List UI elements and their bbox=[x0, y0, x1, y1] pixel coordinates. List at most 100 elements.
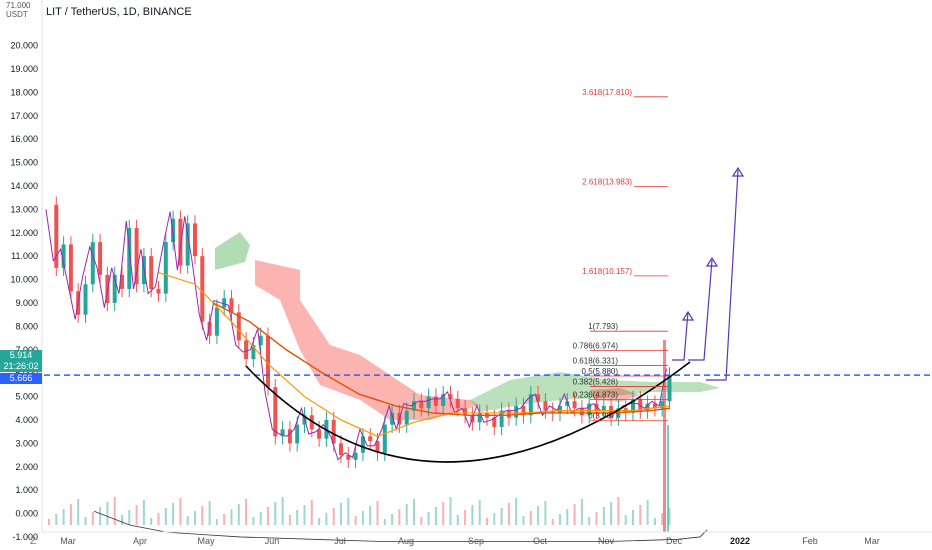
x-tick-label: May bbox=[197, 536, 215, 546]
candle-body bbox=[412, 401, 416, 411]
volume-bar bbox=[157, 513, 160, 525]
fib-level-label: 2.618(13.983) bbox=[582, 177, 632, 186]
volume-bar bbox=[325, 513, 328, 525]
volume-layer bbox=[48, 340, 708, 543]
volume-bar bbox=[595, 512, 598, 525]
y-tick-label: 13.000 bbox=[10, 204, 38, 214]
y-tick-label: 4.000 bbox=[15, 415, 38, 425]
volume-bar bbox=[566, 509, 569, 525]
chart-title: LIT / TetherUS, 1D, BINANCE bbox=[46, 6, 192, 18]
candle-body bbox=[638, 398, 643, 411]
volume-bar bbox=[529, 511, 532, 525]
y-tick-label: 10.000 bbox=[10, 275, 38, 285]
volume-bar bbox=[164, 508, 167, 525]
y-tick-label: 9.000 bbox=[15, 298, 38, 308]
ichimoku-cloud bbox=[215, 232, 720, 420]
arrow-head-icon bbox=[731, 166, 745, 177]
volume-bar bbox=[653, 518, 656, 525]
volume-bar bbox=[237, 504, 240, 525]
volume-bar bbox=[617, 497, 620, 525]
volume-bar bbox=[544, 501, 547, 525]
volume-bar bbox=[121, 515, 123, 525]
volume-bar bbox=[522, 516, 525, 525]
volume-bar bbox=[449, 497, 452, 525]
ma-price-badge: 5.666 bbox=[0, 373, 42, 384]
volume-bar bbox=[405, 504, 408, 525]
candle-body bbox=[236, 312, 241, 341]
candle-body bbox=[492, 417, 497, 427]
y-tick-label: 17.000 bbox=[10, 111, 38, 121]
candle-body bbox=[54, 204, 59, 268]
volume-bar bbox=[223, 514, 226, 525]
fib-level-label: 3.618(17.810) bbox=[582, 88, 632, 97]
fib-level-label: 0.236(4.873) bbox=[573, 391, 619, 400]
volume-bar bbox=[632, 510, 634, 525]
candle-body bbox=[295, 424, 300, 444]
volume-bar bbox=[478, 500, 481, 525]
volume-bar bbox=[267, 507, 269, 525]
ma-price-value: 5.666 bbox=[9, 373, 33, 383]
volume-bar bbox=[559, 514, 561, 525]
x-tick-label: Dec bbox=[666, 536, 683, 546]
candle-body bbox=[163, 242, 168, 294]
y-tick-label: 8.000 bbox=[15, 321, 38, 331]
candle-body bbox=[382, 424, 387, 453]
candle-body bbox=[317, 429, 322, 439]
y-tick-label: -1.000 bbox=[12, 532, 38, 542]
x-tick-label: Oct bbox=[533, 536, 548, 546]
volume-bar bbox=[551, 519, 554, 525]
x-tick-label: Jun bbox=[265, 536, 280, 546]
volume-bar bbox=[376, 501, 379, 525]
volume-bar bbox=[303, 505, 306, 525]
volume-bar bbox=[113, 497, 116, 525]
volume-bar bbox=[391, 514, 394, 525]
fibonacci-levels: 3.618(17.810) 2.618(13.983) 1.618(10.157) 1… bbox=[573, 88, 668, 422]
volume-spike bbox=[663, 340, 666, 532]
candle-body bbox=[426, 396, 431, 409]
volume-bar bbox=[172, 503, 175, 525]
ma-slow-line bbox=[212, 302, 670, 416]
volume-bar bbox=[179, 498, 182, 525]
y-tick-label: 12.000 bbox=[10, 228, 38, 238]
candle-body bbox=[120, 274, 124, 289]
candle-body bbox=[433, 396, 438, 406]
volume-bar bbox=[646, 500, 649, 525]
candle-body bbox=[660, 401, 665, 409]
fib-level-label: 1(7.793) bbox=[588, 322, 618, 331]
volume-spike bbox=[667, 425, 669, 532]
projection-arrow bbox=[688, 259, 713, 361]
x-tick-label: Apr bbox=[133, 536, 147, 546]
candle-body bbox=[61, 244, 66, 268]
candle-body bbox=[156, 288, 161, 294]
volume-bar bbox=[537, 506, 540, 525]
candle-body bbox=[112, 274, 117, 303]
y-tick-label: 0.000 bbox=[15, 509, 38, 519]
candle-body bbox=[134, 228, 139, 285]
x-tick-label: Mar bbox=[60, 536, 76, 546]
x-axis: Mar Apr May Jun Jul Aug Sep Oct Nov Dec 2022 Feb Mar bbox=[42, 531, 932, 546]
volume-bar bbox=[135, 505, 138, 525]
volume-bar bbox=[230, 509, 233, 525]
candle-body bbox=[667, 375, 672, 402]
projection-arrow bbox=[706, 169, 739, 381]
x-tick-label: Sep bbox=[468, 536, 484, 546]
ma-fast-line bbox=[158, 271, 670, 437]
volume-bar bbox=[186, 516, 189, 525]
candle-body bbox=[652, 403, 657, 409]
volume-bar bbox=[310, 500, 313, 525]
volume-bar bbox=[624, 515, 627, 525]
y-tick-label: 16.000 bbox=[10, 134, 38, 144]
candle-body bbox=[579, 408, 584, 416]
volume-bar bbox=[434, 507, 437, 525]
candle-body bbox=[83, 284, 88, 315]
candle-body bbox=[528, 394, 533, 416]
volume-bar bbox=[288, 515, 291, 525]
candle-body bbox=[229, 298, 234, 313]
volume-bar bbox=[194, 511, 196, 525]
y-axis: 20.000 19.000 18.000 17.000 16.000 15.000 14.0… bbox=[10, 0, 43, 542]
candle-body bbox=[631, 398, 635, 413]
x-tick-label: Aug bbox=[398, 536, 414, 546]
volume-bar bbox=[427, 512, 430, 525]
x-tick-label: Nov bbox=[598, 536, 615, 546]
